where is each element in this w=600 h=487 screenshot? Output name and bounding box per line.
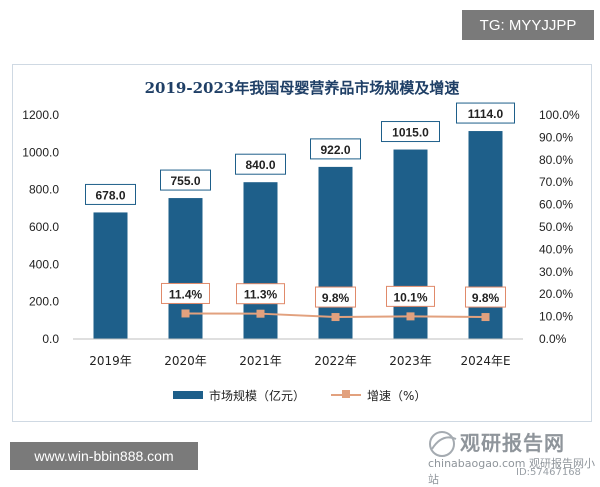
url-badge: www.win-bbin888.com: [10, 442, 198, 470]
bar: [468, 131, 503, 339]
chart-panel: 2019-2023年我国母婴营养品市场规模及增速 0.0 200.0 400.0 60…: [12, 64, 595, 486]
y-right-tick-label: 100.0%: [539, 108, 580, 122]
bar-data-label: 1015.0: [392, 126, 429, 140]
y-right-tick-label: 80.0%: [539, 153, 573, 167]
bar: [318, 166, 353, 339]
line-data-label: 11.3%: [244, 288, 278, 302]
bar-label-box: [160, 169, 211, 191]
legend-label-bar: 市场规模（亿元）: [209, 388, 306, 403]
y-left-tick-label: 400.0: [29, 257, 59, 271]
y-right-tick-label: 90.0%: [539, 130, 573, 144]
x-tick-label: 2021年: [239, 354, 282, 368]
line-data-label: 9.8%: [472, 291, 500, 305]
y-right-tick-label: 50.0%: [539, 220, 573, 234]
line-data-label: 10.1%: [393, 290, 427, 304]
y-right-tick-label: 10.0%: [539, 310, 573, 324]
legend-item-line: 增速（%）: [331, 387, 426, 404]
bar-label-box: [456, 102, 515, 124]
line-label-box: [465, 286, 506, 308]
y-right-tick-label: 20.0%: [539, 287, 573, 301]
bar: [393, 149, 428, 339]
y-right-tick-label: 30.0%: [539, 265, 573, 279]
y-left-tick-label: 1000.0: [22, 145, 59, 159]
bar-label-box: [235, 153, 286, 175]
x-tick-label: 2023年: [389, 354, 432, 368]
y-right-tick-label: 60.0%: [539, 198, 573, 212]
line-point: [256, 309, 265, 318]
bar-data-label: 1114.0: [468, 107, 504, 121]
y-left-tick-label: 200.0: [29, 295, 59, 309]
line-point: [331, 313, 340, 322]
bar-data-label: 678.0: [95, 188, 125, 202]
bar-label-box: [310, 138, 361, 160]
legend-item-bar: 市场规模（亿元）: [173, 387, 305, 404]
line-point: [481, 313, 490, 322]
x-tick-label: 2019年: [89, 354, 132, 368]
watermark: 观研报告网 chinabaogao.com 观研报告网小站 ID:5746716…: [418, 425, 600, 486]
y-right-tick-label: 0.0%: [539, 332, 567, 346]
legend-swatch-bar: [173, 391, 203, 399]
tg-badge: TG: MYYJJPP: [462, 10, 594, 40]
bar: [93, 212, 128, 339]
line-point: [406, 312, 415, 321]
line-series: 11.4% 11.3% 9.8% 10.1% 9.8%: [161, 282, 506, 322]
watermark-id: ID:57467168: [516, 467, 581, 478]
line-label-box: [161, 282, 210, 304]
bar-series: 678.0 755.0 840.0 922.0 1015.0 1114.0: [85, 102, 515, 339]
legend: 市场规模（亿元） 增速（%）: [173, 383, 473, 407]
right-axis: 0.0% 10.0% 20.0% 30.0% 40.0% 50.0% 60.0% 70.0% 8…: [539, 108, 580, 346]
legend-label-line: 增速（%）: [367, 388, 427, 403]
bar-data-label: 840.0: [245, 158, 275, 172]
x-tick-label: 2020年: [164, 354, 207, 368]
line-label-box: [236, 283, 285, 305]
y-left-tick-label: 1200.0: [22, 108, 59, 122]
watermark-logo-icon: [429, 431, 457, 457]
bar-data-label: 755.0: [170, 174, 200, 188]
legend-swatch-line: [331, 390, 362, 398]
y-right-tick-label: 40.0%: [539, 242, 573, 256]
bar-label-box: [381, 121, 440, 143]
bar-data-label: 922.0: [320, 143, 350, 157]
watermark-brand: 观研报告网: [460, 431, 565, 455]
line-data-label: 9.8%: [322, 291, 350, 305]
y-left-tick-label: 600.0: [29, 220, 59, 234]
line-label-box: [315, 286, 356, 308]
left-axis: 0.0 200.0 400.0 600.0 800.0 1000.0 1200.0: [22, 108, 59, 346]
y-right-tick-label: 70.0%: [539, 175, 573, 189]
x-axis: 2019年 2020年 2021年 2022年 2023年 2024年E: [73, 338, 523, 368]
bar-label-box: [85, 183, 136, 205]
x-tick-label: 2022年: [314, 354, 357, 368]
bar: [168, 198, 203, 339]
chart-title: 2019-2023年我国母婴营养品市场规模及增速: [144, 79, 460, 97]
chart-svg: 0.0 200.0 400.0 600.0 800.0 1000.0 1200.0 0.0%…: [22, 102, 580, 368]
line-point: [181, 309, 190, 318]
x-tick-label: 2024年E: [460, 354, 510, 368]
line-data-label: 11.4%: [169, 287, 203, 301]
y-left-tick-label: 0.0: [42, 332, 59, 346]
y-left-tick-label: 800.0: [29, 183, 59, 197]
line-label-box: [386, 285, 435, 307]
